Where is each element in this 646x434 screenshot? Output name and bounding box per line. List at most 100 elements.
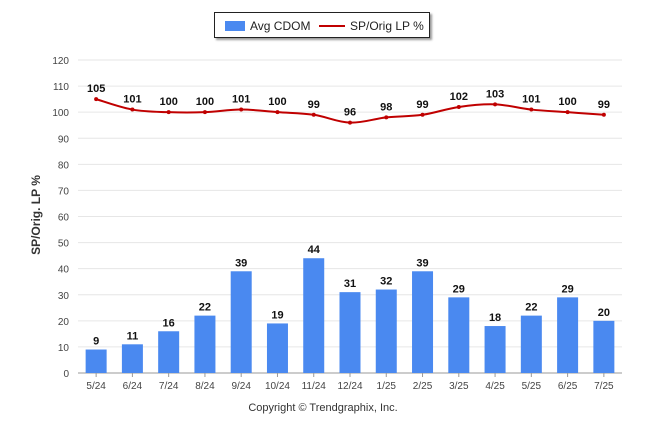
bar [412,271,434,373]
line-point [420,112,425,117]
x-tick-label: 3/25 [449,381,469,392]
x-tick-label: 2/25 [413,381,433,392]
line-point [275,110,280,115]
line-series [94,97,606,125]
line-data-label: 96 [344,107,356,119]
line-point [456,104,461,109]
legend-item-line[interactable]: SP/Orig LP % [319,19,424,33]
x-tick-label: 9/24 [231,381,251,392]
bar-data-label: 29 [453,283,465,295]
line-data-label: 101 [232,94,250,106]
line-data-label: 102 [450,91,468,103]
line-data-label: 99 [308,99,320,111]
line-data-label: 105 [87,83,105,95]
data-labels: 9 11 16 22 39 19 44 31 32 39 29 18 22 29 20 105 101 100 10… [87,83,610,347]
bar [266,323,288,373]
bar-data-label: 11 [127,330,139,342]
bar [303,258,325,373]
line-point [94,97,99,102]
legend: Avg CDOM SP/Orig LP % [214,12,430,38]
y-tick-label: 20 [58,317,70,328]
y-tick-label: 110 [53,82,69,93]
x-tick-label: 7/24 [159,381,179,392]
x-tick-label: 5/25 [522,381,542,392]
line-point [166,110,171,115]
bar-data-label: 9 [93,336,99,348]
line-data-label: 101 [123,94,141,106]
bar-data-label: 31 [344,278,356,290]
y-tick-label: 10 [58,343,70,354]
x-tick-label: 10/24 [265,381,290,392]
x-tick-label: 4/25 [485,381,505,392]
x-tick-label: 6/24 [123,381,143,392]
line-data-label: 100 [558,96,576,108]
bar [520,315,542,373]
legend-line-swatch [319,25,345,27]
bar-data-label: 32 [380,276,392,288]
y-tick-label: 0 [63,369,69,380]
x-tick-label: 7/25 [594,381,614,392]
bar [593,320,615,373]
bar-data-label: 39 [416,257,428,269]
line-point [239,107,244,112]
bar [375,289,397,373]
line-point [202,110,207,115]
bar [484,326,506,373]
bar-data-label: 22 [199,302,211,314]
y-tick-label: 120 [52,56,69,67]
bar-data-label: 18 [489,312,501,324]
line-point [348,120,352,125]
bar-data-label: 22 [525,302,537,314]
line-data-label: 99 [598,99,610,111]
bar-data-label: 16 [163,317,175,329]
x-tick-label: 5/24 [86,381,106,392]
legend-item-bars[interactable]: Avg CDOM [225,19,310,33]
line-data-label: 99 [416,99,428,111]
bar [448,297,470,373]
line-point [384,115,389,120]
bar [121,344,143,373]
x-tick-label: 12/24 [337,381,362,392]
bar-data-label: 29 [561,283,573,295]
bar [230,271,252,373]
line-data-label: 98 [380,101,392,113]
line-data-label: 101 [522,94,540,106]
line-point [311,112,316,117]
line-point [565,110,570,115]
y-tick-label: 100 [52,108,69,119]
line-data-label: 100 [159,96,177,108]
line-data-label: 100 [196,96,214,108]
bar-series [85,258,615,373]
y-tick-label: 30 [58,291,70,302]
bar-data-label: 19 [271,309,283,321]
y-tick-label: 70 [58,186,70,197]
legend-line-label: SP/Orig LP % [350,19,424,33]
y-tick-label: 50 [58,239,70,250]
line-data-label: 103 [486,88,504,100]
line-data-label: 100 [268,96,286,108]
line-point [601,112,606,117]
copyright-footer: Copyright © Trendgraphix, Inc. [248,402,398,414]
y-tick-label: 40 [58,265,70,276]
legend-bar-swatch [225,21,245,31]
bar-data-label: 39 [235,257,247,269]
y-tick-label: 90 [58,134,70,145]
bar [557,297,579,373]
bar-data-label: 20 [598,307,610,319]
line-point [529,107,534,112]
x-tick-label: 6/25 [558,381,578,392]
bar [158,331,180,373]
x-tick-label: 1/25 [377,381,397,392]
bar-data-label: 44 [308,244,321,256]
line-point [130,107,135,112]
y-axis-label: SP/Orig. LP % [29,175,43,255]
bar [194,315,216,373]
bar [85,349,107,373]
line-point [493,102,498,107]
y-tick-label: 60 [58,213,70,224]
x-tick-label: 8/24 [195,381,215,392]
bar [339,292,361,373]
y-tick-label: 80 [58,160,70,171]
x-tick-label: 11/24 [302,381,327,392]
